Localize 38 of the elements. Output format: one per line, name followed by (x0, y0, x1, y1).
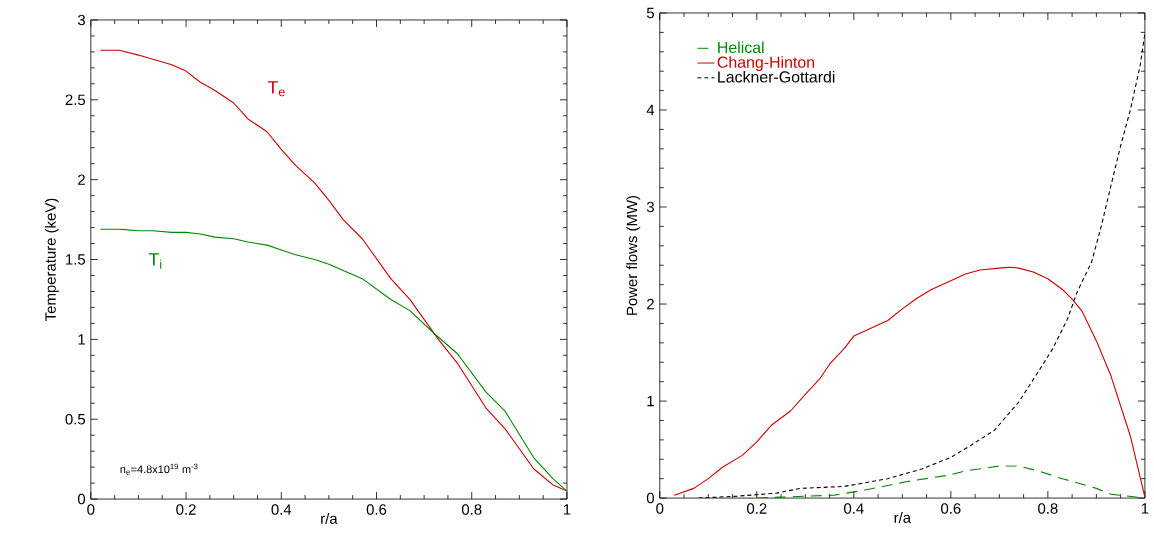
y-tick-label: 2 (647, 298, 654, 310)
x-tick-label: 0.4 (271, 504, 292, 515)
y-tick-label: 1 (78, 334, 85, 345)
x-tick-label: 0.6 (941, 503, 961, 514)
legend-label: Lackner-Gottardi (718, 70, 835, 83)
y-axis-title: Temperature (keV) (44, 198, 59, 321)
y-tick-label: 1.5 (66, 254, 86, 265)
line-series (99, 228, 567, 492)
y-tick-label: 3 (646, 201, 654, 213)
x-tick-label: 0.2 (176, 504, 196, 515)
x-tick-label: 0.6 (366, 504, 387, 515)
x-tick-label: 0 (87, 504, 95, 515)
y-tick-label: 1 (647, 395, 654, 407)
x-tick-label: 1 (563, 504, 571, 515)
legend-label: Helical (718, 41, 764, 54)
annotation: T$_{i}$ (148, 253, 162, 269)
x-axis-title: r/a (321, 512, 338, 524)
annotation: T$_{e}$ (267, 81, 285, 97)
x-tick-label: 0.8 (461, 504, 482, 515)
y-tick-label: 4 (646, 104, 655, 116)
annotation: n$_{e}$=4.8x10$^{19}$ m$^{-3}$ (120, 463, 198, 475)
x-tick-label: 0.8 (1038, 503, 1058, 514)
y-tick-label: 2 (78, 174, 85, 185)
y-tick-label: 0 (646, 492, 655, 504)
x-tick-label: 0 (656, 503, 664, 514)
line-series (99, 49, 567, 492)
legend-label: Chang-Hinton (717, 56, 815, 72)
y-tick-label: 3 (77, 14, 86, 26)
x-tick-label: 0.4 (844, 503, 864, 514)
x-tick-label: 0.2 (747, 503, 767, 514)
y-tick-label: 5 (646, 7, 654, 19)
y-tick-label: 2.5 (65, 94, 86, 106)
x-axis-title: r/a (894, 511, 912, 523)
line-series (673, 266, 1145, 498)
y-tick-label: 0.5 (65, 413, 86, 425)
y-tick-label: 0 (77, 493, 86, 505)
y-axis-title: Power flows (MW) (626, 195, 641, 315)
x-tick-label: 1 (1141, 503, 1149, 514)
